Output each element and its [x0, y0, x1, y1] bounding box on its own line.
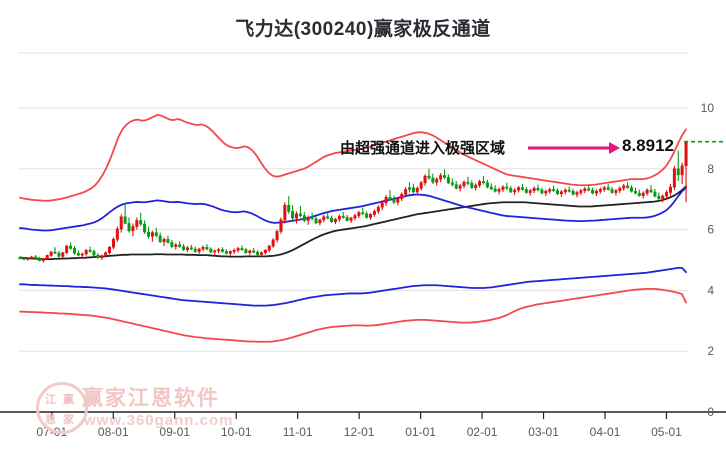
watermark-brand: 赢家江恩软件 [82, 387, 220, 410]
lower-blue-band-line [19, 266, 687, 307]
watermark-logo-char-2: 恩 [45, 414, 56, 426]
watermark-logo-char-0: 江 [45, 394, 56, 406]
x-tick-label: 10-01 [221, 425, 252, 439]
lower-red-band-line [19, 287, 687, 343]
x-tick-label: 09-01 [159, 425, 190, 439]
annotation-text: 由超强通道进入极强区域 [340, 140, 506, 157]
x-tick-label: 02-01 [467, 425, 498, 439]
watermark-logo-char-3: 家 [63, 414, 74, 426]
y-tick-label: 10 [701, 101, 715, 115]
upper-blue-band-line [19, 186, 687, 232]
last-price-label: 8.8912 [622, 136, 674, 155]
watermark-logo-char-1: 赢 [63, 394, 74, 406]
candlestick-series [18, 140, 688, 263]
y-tick-label: 6 [707, 223, 714, 237]
x-tick-label: 01-01 [405, 425, 436, 439]
x-tick-label: 11-01 [283, 425, 313, 439]
watermark-logo: 江 赢 恩 家 [36, 382, 88, 434]
axis-lines [0, 411, 726, 419]
x-tick-label: 12-01 [344, 425, 375, 439]
x-tick-label: 08-01 [98, 425, 129, 439]
y-tick-label: 8 [707, 162, 714, 176]
y-tick-label: 4 [707, 283, 714, 297]
x-tick-label: 04-01 [590, 425, 621, 439]
y-tick-label: 2 [707, 344, 714, 358]
y-axis-tick-labels: 10 8 6 4 2 0 [701, 101, 715, 419]
page-title: 飞力达(300240)赢家极反通道 [235, 19, 491, 40]
x-tick-label: 05-01 [651, 425, 682, 439]
center-black-line [19, 185, 687, 260]
gridlines [18, 52, 688, 413]
annotation-arrow [528, 142, 620, 154]
x-tick-label: 03-01 [528, 425, 559, 439]
y-tick-label: 0 [707, 405, 714, 419]
watermark-url: www.360gann.com [84, 412, 234, 429]
upper-red-band-line [19, 113, 687, 202]
